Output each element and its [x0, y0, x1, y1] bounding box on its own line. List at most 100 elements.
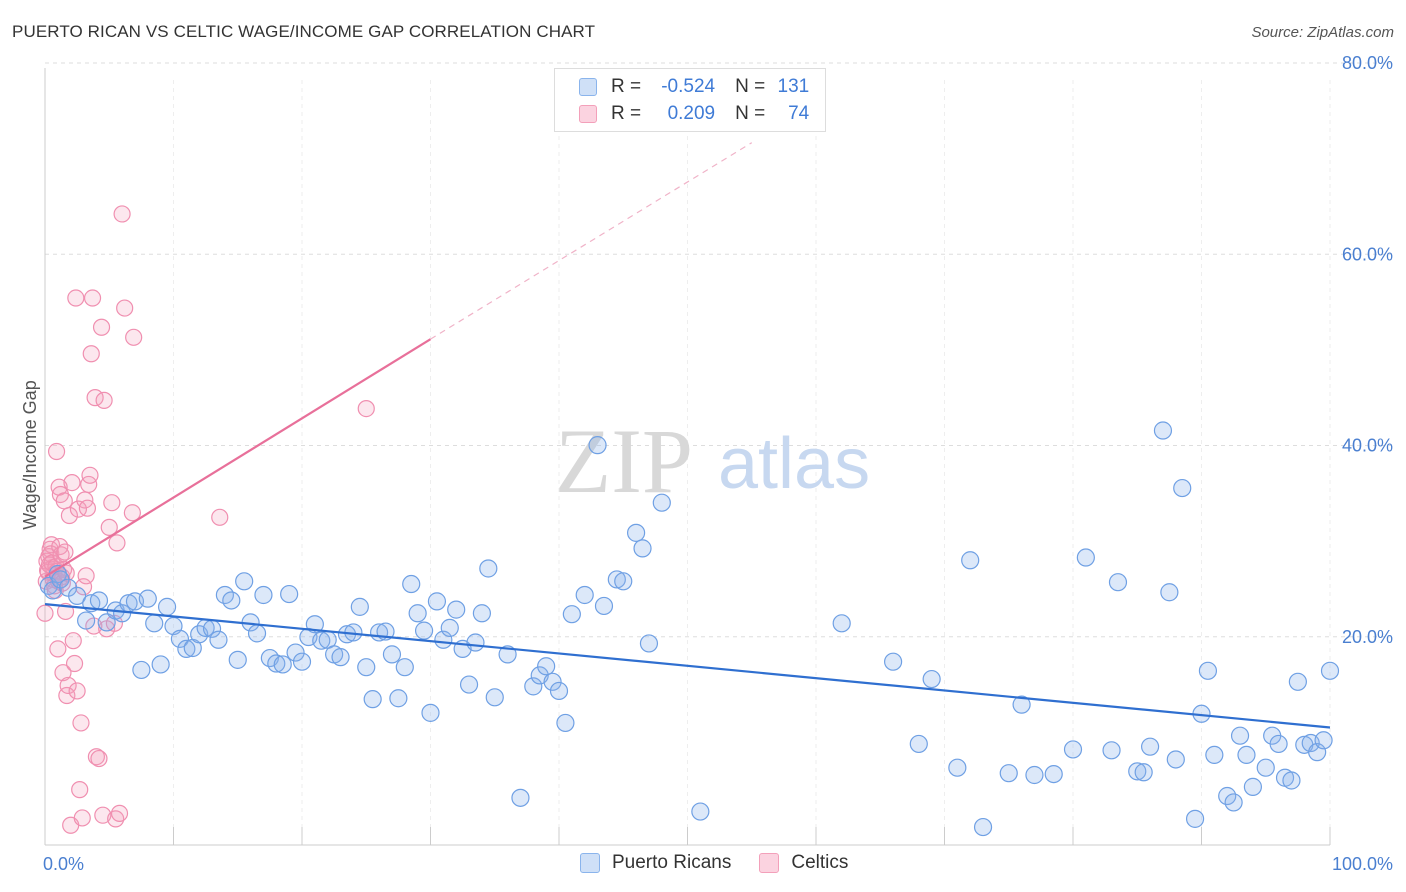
celtics-point [54, 664, 72, 682]
celtics-points [36, 205, 375, 834]
series-legend-puerto-ricans: Puerto Ricans [580, 852, 731, 874]
puerto-rican-point [331, 648, 350, 667]
x-tick-label: 100.0% [1332, 854, 1393, 874]
y-axis-label: Wage/Income Gap [20, 380, 40, 529]
celtics-point [74, 578, 93, 596]
puerto-rican-point [999, 764, 1018, 783]
puerto-rican-point [273, 655, 292, 674]
legend-row-puerto-ricans: R = -0.524 N = 131 [579, 75, 809, 99]
celtics-point [64, 632, 82, 650]
celtics-point [125, 328, 143, 346]
puerto-rican-point [267, 654, 286, 673]
puerto-rican-point [132, 660, 151, 680]
celtics-point [116, 299, 134, 317]
celtics-point [68, 682, 86, 700]
puerto-rican-point [382, 645, 402, 664]
celtics-point [49, 640, 67, 658]
tick-labels: 20.0% 40.0% 60.0% 80.0% 0.0% 100.0% [43, 53, 1393, 874]
celtics-point [95, 391, 113, 409]
puerto-rican-point [607, 570, 626, 589]
legend-r-label: R = [611, 103, 642, 124]
puerto-rican-point [1025, 765, 1044, 785]
puerto-rican-point [427, 592, 447, 611]
puerto-rican-point [909, 734, 928, 754]
puerto-rican-point [626, 523, 646, 542]
puerto-rican-point [1102, 741, 1121, 760]
legend-swatch-blue [579, 78, 597, 96]
puerto-rican-point [312, 631, 331, 650]
puerto-rican-point [511, 788, 530, 807]
celtics-point [90, 749, 108, 768]
puerto-rican-point [292, 652, 312, 671]
puerto-rican-point [524, 677, 543, 696]
puerto-rican-point [575, 585, 594, 605]
puerto-rican-point [395, 658, 414, 677]
puerto-rican-point [639, 634, 659, 653]
puerto-rican-points [39, 421, 1340, 837]
puerto-rican-point [305, 615, 324, 634]
puerto-rican-point [691, 802, 710, 821]
puerto-rican-point [447, 600, 466, 619]
celtics-point [72, 714, 90, 732]
celtics-point [100, 518, 118, 536]
puerto-rican-point [414, 621, 434, 640]
puerto-rican-point [1288, 672, 1307, 691]
puerto-rican-point [1173, 478, 1192, 498]
puerto-rican-point [157, 597, 177, 616]
puerto-rican-point [402, 574, 421, 594]
watermark: ZIP atlas [555, 410, 870, 512]
puerto-rican-point [1128, 762, 1147, 781]
puerto-rican-point [145, 614, 164, 633]
y-tick-label: 20.0% [1342, 627, 1393, 647]
puerto-rican-point [973, 817, 993, 837]
celtics-point [110, 804, 129, 822]
puerto-rican-point [357, 658, 376, 677]
celtics-point [123, 504, 141, 522]
legend-n-label: N = [735, 76, 766, 97]
puerto-rican-point [1205, 745, 1224, 765]
series-legend-celtics: Celtics [759, 852, 848, 874]
puerto-rican-point [77, 611, 96, 630]
celtics-point [36, 604, 54, 622]
puerto-rican-point [280, 584, 299, 604]
puerto-rican-point [235, 572, 254, 591]
puerto-rican-point [228, 650, 247, 669]
legend-n-value: 131 [777, 76, 810, 97]
watermark-atlas: atlas [718, 424, 870, 504]
puerto-rican-point [177, 639, 196, 659]
celtics-point [80, 475, 98, 494]
series-label-celtics: Celtics [791, 852, 849, 873]
celtics-point [73, 809, 91, 827]
celtics-point [47, 442, 66, 461]
puerto-rican-point [209, 630, 228, 649]
celtics-point [77, 567, 95, 585]
celtics-point [357, 399, 375, 418]
celtics-point [56, 543, 74, 561]
puerto-rican-point [832, 614, 851, 633]
y-tick-label: 60.0% [1342, 244, 1393, 264]
puerto-rican-point [247, 624, 267, 643]
puerto-rican-point [408, 604, 427, 623]
puerto-rican-point [170, 629, 190, 648]
trend-lines [44, 142, 1331, 729]
celtics-point [211, 508, 229, 526]
puerto-rican-point [543, 672, 562, 691]
puerto-rican-point [1320, 661, 1340, 680]
grid-lines [45, 62, 1392, 845]
puerto-rican-point [1153, 421, 1173, 440]
puerto-rican-point [1012, 695, 1031, 714]
puerto-rican-trend-line [44, 603, 1331, 729]
series-label-puerto-ricans: Puerto Ricans [612, 852, 732, 873]
puerto-rican-point [254, 585, 273, 605]
celtics-point [83, 289, 102, 307]
celtics-point [113, 205, 131, 223]
puerto-rican-point [389, 689, 408, 708]
puerto-rican-point [1198, 661, 1218, 680]
celtics-point [108, 534, 126, 552]
puerto-rican-point [537, 657, 556, 676]
puerto-rican-point [1237, 745, 1256, 765]
puerto-rican-point [1224, 793, 1243, 812]
puerto-rican-point [1243, 777, 1263, 796]
puerto-rican-point [363, 690, 382, 709]
